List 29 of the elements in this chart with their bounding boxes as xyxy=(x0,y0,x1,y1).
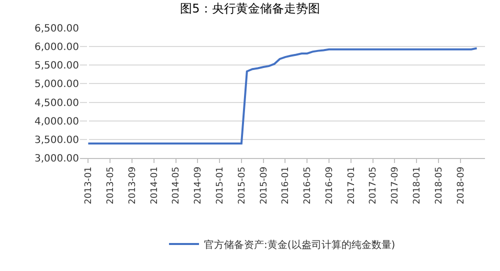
x-tick-label: 2016-05 xyxy=(303,166,314,204)
x-tick-label: 2016-01 xyxy=(281,166,292,204)
legend-label: 官方储备资产:黄金(以盎司计算的纯金数量) xyxy=(204,238,396,251)
x-tick-label: 2015-05 xyxy=(237,166,248,204)
y-tick-label: 3,500.00 xyxy=(34,134,79,146)
x-tick-label: 2017-01 xyxy=(346,166,357,204)
x-tick-label: 2017-09 xyxy=(390,166,401,204)
line-series xyxy=(87,47,478,145)
y-tick-label: 6,000.00 xyxy=(34,42,79,54)
y-tick-label: 4,500.00 xyxy=(34,98,79,109)
x-tick-label: 2013-09 xyxy=(128,166,138,204)
x-tick-label: 2016-09 xyxy=(324,166,335,204)
chart-title: 图5：央行黄金储备走势图 xyxy=(180,1,320,16)
x-tick-label: 2017-05 xyxy=(368,166,379,204)
x-tick-label: 2018-09 xyxy=(456,166,466,204)
x-tick-label: 2015-09 xyxy=(259,166,270,204)
x-tick-label: 2018-05 xyxy=(434,166,444,204)
x-tick-label: 2014-05 xyxy=(172,166,182,204)
y-tick-label: 6,500.00 xyxy=(34,24,79,34)
x-tick-label: 2013-01 xyxy=(84,166,94,204)
x-tick-label: 2013-05 xyxy=(106,166,116,204)
y-tick-label: 5,000.00 xyxy=(34,79,79,90)
x-tick-label: 2015-01 xyxy=(215,166,226,204)
y-tick-label: 3,000.00 xyxy=(34,154,79,164)
x-tick-label: 2018-01 xyxy=(412,166,423,204)
y-tick-label: 4,000.00 xyxy=(34,116,79,128)
x-tick-label: 2014-01 xyxy=(150,166,160,204)
x-tick-label: 2014-09 xyxy=(194,166,204,204)
y-tick-label: 5,500.00 xyxy=(34,60,79,72)
